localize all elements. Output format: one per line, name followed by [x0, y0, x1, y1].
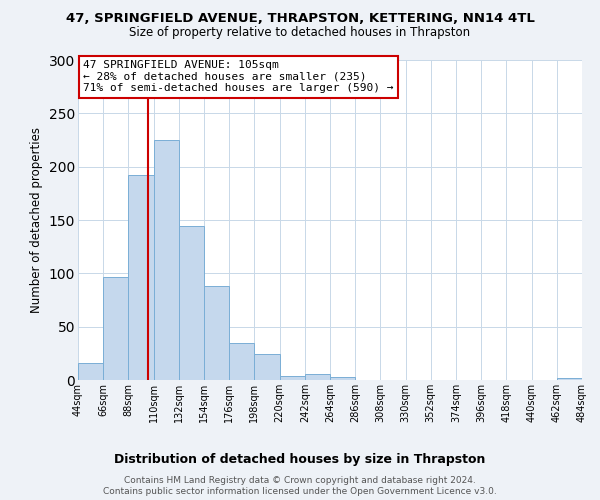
Bar — [103, 276, 128, 380]
Bar — [280, 376, 305, 380]
Bar — [154, 140, 179, 380]
Bar — [330, 377, 355, 380]
Bar — [204, 286, 229, 380]
Bar — [179, 226, 204, 380]
Text: Size of property relative to detached houses in Thrapston: Size of property relative to detached ho… — [130, 26, 470, 39]
Bar — [229, 342, 254, 380]
Bar — [78, 363, 103, 380]
Y-axis label: Number of detached properties: Number of detached properties — [30, 127, 43, 313]
Text: Contains public sector information licensed under the Open Government Licence v3: Contains public sector information licen… — [103, 488, 497, 496]
Text: 47 SPRINGFIELD AVENUE: 105sqm
← 28% of detached houses are smaller (235)
71% of : 47 SPRINGFIELD AVENUE: 105sqm ← 28% of d… — [83, 60, 394, 93]
Text: Contains HM Land Registry data © Crown copyright and database right 2024.: Contains HM Land Registry data © Crown c… — [124, 476, 476, 485]
Bar — [557, 378, 582, 380]
Text: 47, SPRINGFIELD AVENUE, THRAPSTON, KETTERING, NN14 4TL: 47, SPRINGFIELD AVENUE, THRAPSTON, KETTE… — [65, 12, 535, 26]
Bar — [305, 374, 330, 380]
Text: Distribution of detached houses by size in Thrapston: Distribution of detached houses by size … — [115, 452, 485, 466]
Bar — [128, 175, 154, 380]
Bar — [254, 354, 280, 380]
